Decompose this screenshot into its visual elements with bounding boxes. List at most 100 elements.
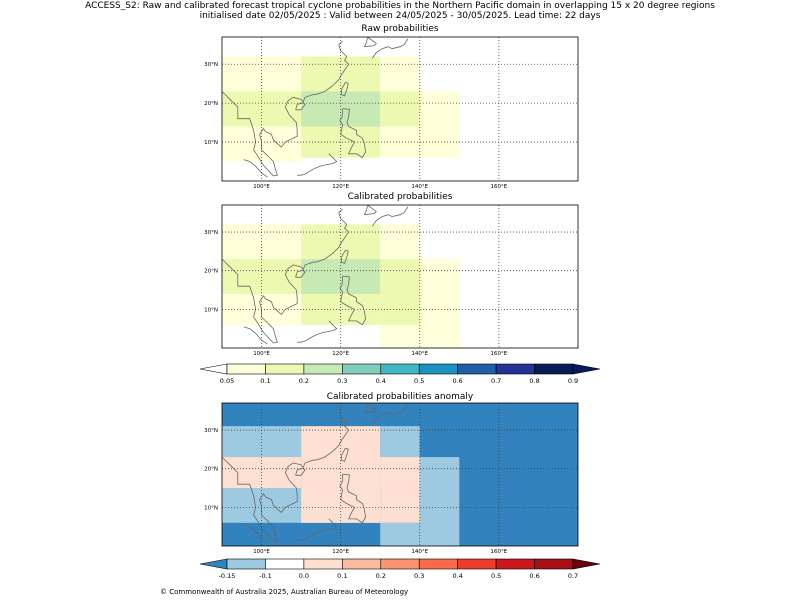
coastline: [297, 153, 338, 176]
lon-tick-label: 100°E: [253, 549, 270, 555]
colorbar-tick-label: 0.1: [260, 377, 270, 385]
coastline: [243, 524, 268, 543]
probability-cell: [222, 259, 302, 294]
colorbar-swatch: [265, 558, 305, 570]
lon-tick-label: 120°E: [332, 184, 349, 190]
colorbar-tick-label: 0.9: [568, 377, 578, 385]
lon-tick-label: 100°E: [253, 351, 270, 357]
map-content: [222, 403, 578, 546]
probability-cell: [380, 457, 420, 523]
lat-tick-label: 20°N: [204, 269, 218, 275]
coastline: [222, 208, 350, 344]
colorbar-swatch: [495, 558, 535, 570]
colorbar-swatch: [534, 363, 574, 375]
lon-tick-label: 160°E: [491, 549, 508, 555]
lat-tick-label: 30°N: [204, 62, 218, 68]
lat-tick-label: 20°N: [204, 467, 218, 473]
lon-tick-label: 120°E: [332, 351, 349, 357]
colorbar-swatch: [457, 363, 497, 375]
colorbar-swatch: [380, 363, 420, 375]
coastline: [297, 320, 338, 343]
colorbar-tick-label: 0.6: [452, 377, 462, 385]
coastline: [295, 269, 306, 278]
colorbar-tick-label: 0.3: [414, 572, 424, 580]
colorbar-tick-label: 0.7: [491, 377, 501, 385]
coastline: [341, 447, 349, 462]
probability-cell: [419, 457, 460, 546]
probability-cell: [320, 457, 381, 489]
coastline: [341, 82, 349, 97]
colorbar-under-arrow: [199, 558, 228, 570]
coastline: [371, 38, 409, 59]
coastline: [297, 518, 338, 541]
copyright-notice: © Commonwealth of Australia 2025, Austra…: [160, 588, 409, 596]
colorbar-tick-label: 0.3: [337, 377, 347, 385]
colorbar-under-arrow: [199, 363, 228, 375]
colorbar-tick-label: 0.2: [376, 572, 386, 580]
lon-tick-label: 100°E: [253, 184, 270, 190]
lon-tick-label: 160°E: [491, 184, 508, 190]
colorbar-tick-label: 0.4: [452, 572, 462, 580]
lon-tick-label: 120°E: [332, 549, 349, 555]
colorbar-swatch: [418, 363, 458, 375]
colorbar-swatch: [418, 558, 458, 570]
raw-map-title: Raw probabilities: [361, 24, 439, 34]
calibrated-probabilities-map: 100°E 120°E 140°E 160°E 10°N 20°N 30°N: [204, 204, 579, 357]
anomaly-map: 100°E 120°E 140°E 160°E 10°N 20°N 30°N: [204, 402, 579, 555]
colorbar-swatch: [265, 363, 305, 375]
lat-tick-label: 10°N: [204, 140, 218, 146]
probability-cell: [380, 259, 420, 325]
coastline: [243, 159, 268, 178]
coastline: [295, 467, 306, 476]
colorbar-swatch: [495, 363, 535, 375]
coastline: [339, 108, 367, 159]
map-frame: [221, 204, 579, 349]
colorbar-over-arrow: [572, 363, 601, 375]
coastline: [295, 102, 306, 111]
colorbar-swatch: [457, 558, 497, 570]
colorbar-tick-label: 0.5: [491, 572, 501, 580]
colorbar-swatch: [303, 363, 343, 375]
coastline: [339, 275, 367, 326]
coastline: [222, 406, 350, 542]
colorbar-tick-label: -0.1: [259, 572, 272, 580]
coastline: [364, 37, 377, 48]
lat-tick-label: 30°N: [204, 230, 218, 236]
colorbar-tick-label: 0.8: [529, 377, 539, 385]
probability-colorbar: 0.05 0.1 0.2 0.3 0.4 0.5 0.6 0.7 0.8 0.9: [199, 363, 601, 385]
figure-title-line1: ACCESS_S2: Raw and calibrated forecast t…: [85, 1, 715, 11]
coastline: [364, 205, 377, 216]
coastline: [371, 404, 409, 425]
colorbar-swatch: [342, 363, 382, 375]
map-frame: [221, 402, 579, 547]
coastline: [364, 403, 377, 414]
colorbar-swatch: [380, 558, 420, 570]
coastline: [371, 206, 409, 227]
lat-tick-label: 10°N: [204, 505, 218, 511]
map-frame: [221, 36, 579, 182]
colorbar-over-arrow: [572, 558, 601, 570]
lat-tick-label: 10°N: [204, 307, 218, 313]
calibrated-map-title: Calibrated probabilities: [347, 192, 453, 202]
probability-cell: [301, 259, 381, 294]
lon-tick-label: 160°E: [491, 351, 508, 357]
lon-tick-label: 140°E: [411, 549, 428, 555]
raw-probabilities-map: 100°E 120°E 140°E 160°E 10°N 20°N 30°N: [204, 36, 579, 190]
colorbar-swatch: [342, 558, 382, 570]
probability-cell: [380, 91, 420, 127]
probability-cell: [380, 522, 420, 546]
colorbar-tick-label: 0.2: [299, 377, 309, 385]
lon-tick-label: 140°E: [411, 351, 428, 357]
lat-tick-label: 20°N: [204, 101, 218, 107]
colorbar-tick-label: 0.6: [529, 572, 539, 580]
coastline: [243, 326, 268, 345]
colorbar-tick-label: 0.7: [568, 572, 578, 580]
colorbar-tick-label: 0.0: [299, 572, 309, 580]
probability-cell: [419, 91, 460, 158]
anomaly-colorbar: -0.15 -0.1 0.0 0.1 0.2 0.3 0.4 0.5 0.6 0.7: [199, 558, 601, 580]
colorbar-tick-label: 0.1: [337, 572, 347, 580]
map-content: [222, 37, 460, 178]
colorbar-tick-label: 0.05: [220, 377, 234, 385]
colorbar-swatch: [303, 558, 343, 570]
